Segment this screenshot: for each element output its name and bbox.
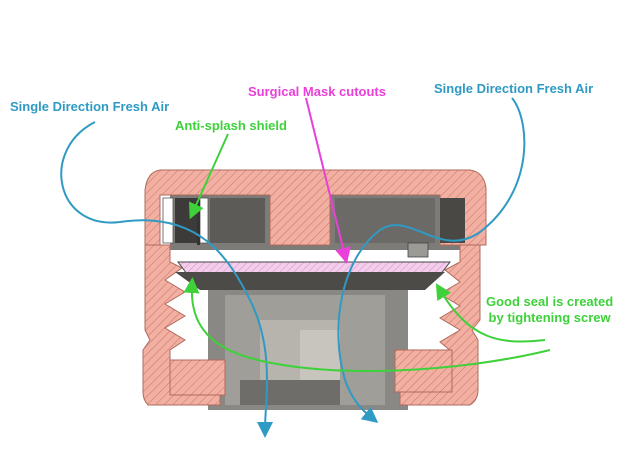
fresh-air-right-label: Single Direction Fresh Air bbox=[434, 81, 594, 96]
mask-cutouts-label: Surgical Mask cutouts bbox=[248, 84, 386, 99]
seal-pointer-upper bbox=[435, 283, 546, 343]
seal-label-line1: Good seal is created bbox=[486, 294, 614, 309]
vent-slots bbox=[162, 197, 465, 244]
seal-label-line2: by tightening screw bbox=[488, 310, 611, 325]
housing-base bbox=[169, 349, 453, 396]
anti-splash-label: Anti-splash shield bbox=[175, 118, 287, 133]
mask-cutouts-pointer bbox=[305, 97, 351, 264]
seal-pointer-lower bbox=[183, 277, 551, 372]
anti-splash-shield bbox=[197, 198, 200, 245]
mask-retainer bbox=[407, 242, 429, 258]
anti-splash-pointer bbox=[188, 133, 229, 220]
airflow-arrow-right bbox=[337, 97, 526, 423]
mask-seat bbox=[175, 272, 445, 290]
housing-cap bbox=[144, 169, 487, 246]
seal-label: Good seal is created by tightening screw bbox=[486, 294, 613, 326]
fresh-air-left-label: Single Direction Fresh Air bbox=[10, 99, 170, 114]
housing-left-wall bbox=[142, 244, 221, 406]
